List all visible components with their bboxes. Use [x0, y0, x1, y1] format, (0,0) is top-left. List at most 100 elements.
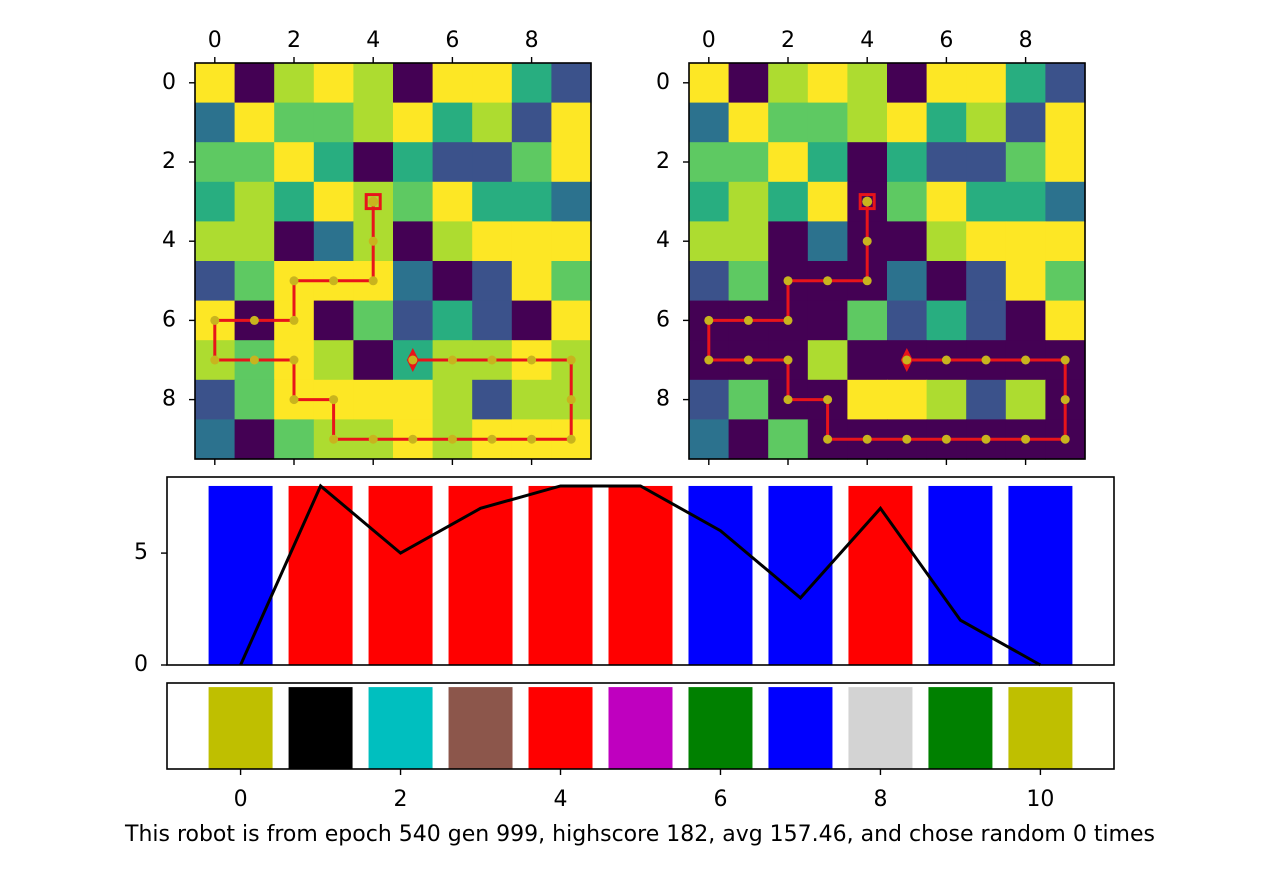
path-point	[862, 236, 872, 246]
grid-cell	[689, 142, 730, 183]
grid-cell	[807, 63, 848, 104]
x-tick-label: 2	[781, 28, 795, 53]
start-point	[862, 196, 873, 207]
grid-cell	[1045, 261, 1086, 302]
grid-cell	[551, 300, 592, 341]
grid-cell	[847, 102, 888, 143]
grid-cell	[234, 102, 275, 143]
grid-cell	[768, 181, 809, 222]
grid-cell	[472, 221, 513, 262]
path-point	[783, 315, 793, 325]
grid-cell	[689, 221, 730, 262]
x-tick-label: 0	[234, 787, 248, 812]
grid-cell	[393, 63, 434, 104]
grid-cell	[393, 102, 434, 143]
grid-cell	[393, 221, 434, 262]
bar-frame	[166, 682, 1115, 770]
path-point	[527, 355, 537, 365]
bar-frame	[166, 476, 1115, 666]
grid-cell	[887, 300, 928, 341]
path-point	[368, 434, 378, 444]
grid-cell	[274, 181, 315, 222]
end-point	[902, 355, 912, 365]
grid-cell	[313, 181, 354, 222]
grid-cell	[926, 300, 967, 341]
grid-cell	[689, 181, 730, 222]
x-tick-label: 8	[873, 787, 887, 812]
grid-cell	[551, 63, 592, 104]
path-point	[862, 276, 872, 286]
path-point	[1060, 434, 1070, 444]
grid-cell	[234, 63, 275, 104]
bar	[1008, 687, 1073, 769]
bar	[608, 485, 673, 665]
grid-cell	[313, 142, 354, 183]
x-tick-label: 8	[525, 28, 539, 53]
grid-cell	[551, 102, 592, 143]
bar	[768, 485, 833, 665]
path-point	[783, 276, 793, 286]
bar	[368, 687, 433, 769]
grid-cell	[393, 181, 434, 222]
start-point	[368, 196, 379, 207]
grid-cell	[1045, 102, 1086, 143]
grid-cell	[353, 340, 394, 381]
grid-cell	[1045, 300, 1086, 341]
grid-cell	[966, 261, 1007, 302]
grid-cell	[926, 142, 967, 183]
grid-cell	[847, 63, 888, 104]
path-point	[743, 315, 753, 325]
path-point	[447, 434, 457, 444]
bar	[608, 687, 673, 769]
grid-cell	[353, 300, 394, 341]
grid-cell	[274, 63, 315, 104]
grid-cell	[847, 340, 888, 381]
y-tick-label: 6	[656, 307, 670, 332]
grid-cell	[313, 102, 354, 143]
grid-cell	[926, 221, 967, 262]
grid-cell	[1005, 379, 1046, 420]
grid-cell	[195, 261, 236, 302]
grid-cell	[195, 419, 236, 460]
grid-cell	[887, 261, 928, 302]
grid-cell	[1005, 181, 1046, 222]
grid-cell	[274, 221, 315, 262]
path-point	[566, 434, 576, 444]
bar	[448, 485, 513, 665]
path-point	[368, 236, 378, 246]
grid-cell	[195, 379, 236, 420]
x-tick-label: 0	[208, 28, 222, 53]
grid-cell	[966, 379, 1007, 420]
grid-cell	[966, 181, 1007, 222]
path-point	[289, 355, 299, 365]
grid-left-panel: 0 2 4 6 8 0 2 4 6 8	[162, 28, 592, 465]
bar	[848, 687, 913, 769]
path-point	[527, 434, 537, 444]
path-point	[862, 434, 872, 444]
y-tick-label: 4	[656, 228, 670, 253]
bar	[528, 485, 593, 665]
grid-cell	[432, 102, 473, 143]
grid-cell	[966, 300, 1007, 341]
grid-cell	[393, 142, 434, 183]
grid-cell	[807, 340, 848, 381]
x-tick-label: 4	[366, 28, 380, 53]
grid-cell	[511, 379, 552, 420]
path-point	[566, 395, 576, 405]
grid-cell	[511, 102, 552, 143]
path-point	[941, 434, 951, 444]
grid-cell	[966, 221, 1007, 262]
grid-cell	[689, 419, 730, 460]
grid-cell	[847, 300, 888, 341]
grid-cell	[313, 63, 354, 104]
x-tick-label: 6	[713, 787, 727, 812]
grid-cell	[807, 300, 848, 341]
grid-cell	[551, 181, 592, 222]
grid-cell	[472, 142, 513, 183]
path-point	[249, 355, 259, 365]
path-point	[981, 355, 991, 365]
x-tick-label: 4	[860, 28, 874, 53]
grid-cell	[1045, 221, 1086, 262]
caption: This robot is from epoch 540 gen 999, hi…	[125, 822, 1155, 847]
grid-cell	[313, 221, 354, 262]
